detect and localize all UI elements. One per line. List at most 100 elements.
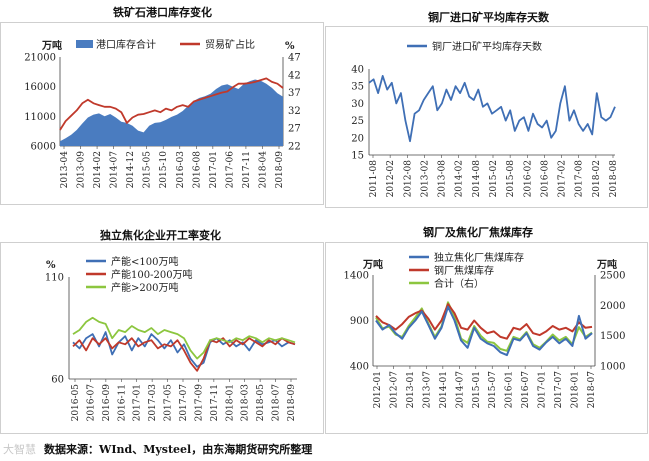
x-tick-2016-08: 2016-08 [192, 151, 202, 189]
right-tick-37: 37 [288, 88, 301, 99]
x-tick-2017-01: 2017-01 [133, 384, 143, 421]
x-tick-2014-07: 2014-07 [455, 371, 465, 409]
x-tick-2017-07: 2017-07 [554, 371, 564, 409]
right-tick-2500: 2500 [600, 271, 625, 282]
x-tick-2011-08: 2011-08 [369, 160, 379, 198]
right-tick-42: 42 [288, 70, 301, 81]
x-tick-2018-07: 2018-07 [272, 384, 282, 422]
x-tick-2017-03: 2017-03 [148, 384, 158, 422]
left-unit-label: 万吨 [362, 258, 383, 271]
right-tick-27: 27 [288, 124, 301, 135]
x-tick-2016-05: 2016-05 [71, 384, 81, 422]
x-tick-2012-01: 2012-01 [373, 371, 383, 408]
x-tick-2017-06: 2017-06 [225, 151, 235, 189]
legend-0-label: 独立焦化厂焦煤库存 [434, 251, 524, 264]
y-tick-15: 15 [351, 151, 364, 162]
x-tick-2016-01: 2016-01 [505, 371, 515, 408]
series-copper-days-line [368, 75, 616, 143]
x-tick-2012-08: 2012-08 [403, 160, 413, 198]
series-trade-ore-share-line [59, 77, 284, 131]
y-tick-20: 20 [351, 133, 364, 144]
right-tick-2000: 2000 [600, 301, 625, 312]
x-tick-2016-09: 2016-09 [102, 384, 112, 422]
x-tick-2018-07: 2018-07 [587, 371, 597, 409]
chart4-coking-coal-inventory: 1400 900 400 2500 2000 1500 1000 万吨 万吨 2012-01 201… [325, 242, 648, 434]
left-tick-400: 400 [350, 362, 369, 373]
y-tick-60: 60 [51, 375, 64, 386]
right-tick-47: 47 [288, 53, 301, 64]
x-tick-2013-01: 2013-01 [406, 371, 416, 408]
y-tick-40: 40 [351, 65, 364, 76]
x-tick-2014-02: 2014-02 [93, 151, 103, 188]
legend-0-label: 产能<100万吨 [111, 255, 178, 268]
x-tick-2017-08: 2017-08 [575, 160, 585, 198]
x-tick-2016-07: 2016-07 [86, 384, 96, 422]
series-port-inventory-area [60, 79, 283, 146]
y-tick-30: 30 [351, 99, 364, 110]
chart2-border [325, 26, 648, 208]
x-tick-2018-05: 2018-05 [256, 384, 266, 422]
series-coking-plant-line [375, 305, 593, 357]
x-tick-2018-02: 2018-02 [592, 160, 602, 197]
chart4-border [325, 242, 648, 434]
left-unit-label: 万吨 [41, 39, 62, 52]
x-tick-2014-01: 2014-01 [439, 371, 449, 408]
x-tick-2018-08: 2018-08 [609, 160, 619, 198]
x-tick-2018-01: 2018-01 [571, 371, 581, 408]
series-total-line [375, 301, 593, 352]
x-tick-2014-02: 2014-02 [455, 160, 465, 197]
x-tick-2017-02: 2017-02 [558, 160, 568, 197]
x-tick-2017-05: 2017-05 [164, 384, 174, 422]
right-tick-1500: 1500 [600, 331, 625, 342]
x-tick-2015-01: 2015-01 [472, 371, 482, 408]
x-tick-2017-09: 2017-09 [194, 384, 204, 422]
chart2-copper-ore-days: 40 35 30 25 20 15 2011-08 2012-02 2012-08 2013-02… [325, 26, 648, 208]
watermark: 大智慧 [3, 443, 36, 456]
x-tick-2017-11: 2017-11 [210, 384, 220, 421]
right-unit-label: 万吨 [596, 258, 617, 271]
series-1-line [72, 337, 296, 372]
legend-1-label: 钢厂焦煤库存 [434, 264, 494, 277]
legend-share-label: 贸易矿占比 [205, 38, 255, 51]
x-tick-2017-11: 2017-11 [242, 151, 252, 188]
legend-copper-days-label: 铜厂进口矿平均库存天数 [432, 40, 542, 53]
x-tick-2014-12: 2014-12 [126, 151, 136, 188]
right-unit-label: % [285, 41, 295, 52]
chart3-border [0, 242, 324, 434]
legend-inventory-label: 港口库存合计 [96, 38, 156, 51]
y-tick-35: 35 [351, 82, 364, 93]
x-tick-2017-07: 2017-07 [179, 384, 189, 422]
legend-inventory-swatch [76, 40, 93, 48]
x-tick-2013-04: 2013-04 [60, 151, 70, 189]
x-tick-2018-09: 2018-09 [287, 384, 297, 422]
x-tick-2013-07: 2013-07 [422, 371, 432, 409]
y-tick-110: 110 [45, 273, 64, 284]
series-2-line [72, 316, 296, 360]
chart1-border [0, 22, 324, 205]
chart1-title: 铁矿石港口库存变化 [113, 6, 212, 19]
left-tick-6000: 6000 [31, 142, 56, 153]
x-tick-2015-02: 2015-02 [489, 160, 499, 197]
x-tick-2017-01: 2017-01 [209, 151, 219, 188]
x-tick-2018-09: 2018-09 [275, 151, 285, 189]
x-tick-2016-08: 2016-08 [540, 160, 550, 198]
source-note: 数据来源：WInd、Mysteel，由东海期货研究所整理 [44, 443, 313, 456]
unit-label: % [46, 260, 56, 271]
x-tick-2016-02: 2016-02 [523, 160, 533, 197]
x-tick-2014-08: 2014-08 [472, 160, 482, 198]
chart1-port-inventory: 21000 16000 11000 6000 47 42 37 32 27 22 万吨 % 2013-0… [0, 22, 324, 205]
x-tick-2015-05: 2015-05 [143, 151, 153, 189]
series-steel-mill-line [375, 303, 593, 340]
left-tick-1400: 1400 [344, 271, 369, 282]
x-tick-2012-07: 2012-07 [389, 371, 399, 409]
x-tick-2015-07: 2015-07 [488, 371, 498, 409]
right-tick-32: 32 [288, 106, 301, 117]
left-tick-11000: 11000 [24, 112, 56, 123]
right-tick-1000: 1000 [600, 362, 625, 373]
x-tick-2016-11: 2016-11 [117, 384, 127, 421]
legend-1-label: 产能100-200万吨 [111, 268, 193, 281]
x-tick-2013-09: 2013-09 [77, 151, 87, 189]
left-tick-21000: 21000 [24, 53, 56, 64]
legend-2-label: 产能>200万吨 [111, 281, 178, 294]
chart4-title: 钢厂及焦化厂焦煤库存 [423, 226, 533, 239]
